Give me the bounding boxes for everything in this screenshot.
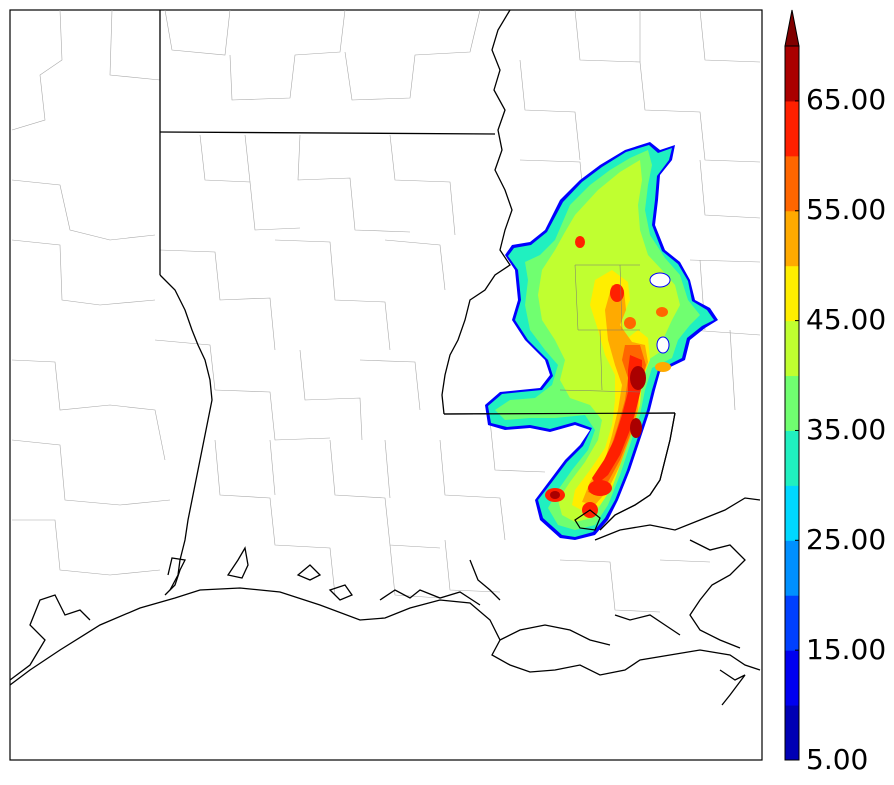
colorbar-label-45: 45.00 (806, 303, 887, 336)
colorbar-label-15: 15.00 (806, 633, 887, 666)
colorbar-segment (785, 265, 799, 322)
colorbar-segment (785, 705, 799, 761)
colorbar-label-65: 65.00 (806, 83, 887, 116)
colorbar-segment (785, 320, 799, 377)
colorbar-segment (785, 595, 799, 651)
colorbar-label-35: 35.00 (806, 413, 887, 446)
colorbar-segment (785, 46, 799, 102)
cell-east (656, 307, 668, 317)
cell-mid-2 (624, 317, 636, 329)
colorbar-frame (784, 45, 800, 761)
gap-east-1 (649, 272, 671, 288)
core-65-a (630, 366, 646, 390)
arkansas-louisiana-border (159, 131, 496, 135)
cell-mid (610, 284, 624, 302)
gap-east-2 (656, 336, 670, 354)
core-65-e (550, 491, 560, 499)
colorbar-segment (785, 155, 799, 212)
colorbar-label-5: 5.00 (806, 743, 869, 776)
contour-60 (592, 355, 642, 485)
core-65-c (588, 480, 612, 496)
colorbar-segment (785, 375, 799, 431)
colorbar-extend-arrow (784, 9, 800, 47)
colorbar-segment (785, 100, 799, 157)
colorbar-label-55: 55.00 (806, 193, 887, 226)
core-65-b (630, 418, 642, 438)
cell-east-2 (655, 362, 671, 372)
coastline (9, 497, 761, 706)
reflectivity-field (443, 142, 718, 540)
colorbar-segment (785, 485, 799, 541)
colorbar-segment (785, 540, 799, 596)
colorbar-segment (785, 210, 799, 267)
colorbar-segment (785, 430, 799, 486)
mississippi-river (441, 9, 513, 415)
colorbar-label-25: 25.00 (806, 523, 887, 556)
cell-north (575, 236, 585, 248)
colorbar (784, 9, 800, 761)
county-boundaries (11, 9, 761, 613)
sabine-river (159, 274, 213, 591)
map-panel (9, 9, 763, 761)
colorbar-segment (785, 650, 799, 706)
